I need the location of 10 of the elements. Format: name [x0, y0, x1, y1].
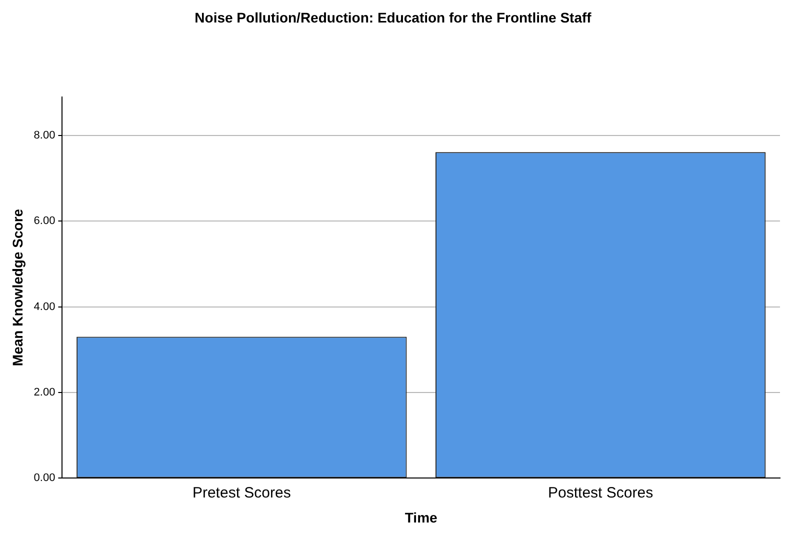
y-axis-title: Mean Knowledge Score [9, 208, 26, 366]
y-tick-label: 0.00 [34, 472, 56, 484]
y-tick-label: 6.00 [34, 215, 56, 228]
chart-title: Noise Pollution/Reduction: Education for the Frontline Staff [194, 9, 592, 26]
y-tick-label: 8.00 [34, 129, 56, 142]
y-tick-label: 4.00 [34, 300, 56, 313]
x-tick-label: Posttest Scores [548, 484, 654, 502]
x-tick-label: Pretest Scores [192, 484, 291, 502]
x-axis-title: Time [404, 509, 438, 526]
y-tick-label: 2.00 [34, 386, 56, 399]
